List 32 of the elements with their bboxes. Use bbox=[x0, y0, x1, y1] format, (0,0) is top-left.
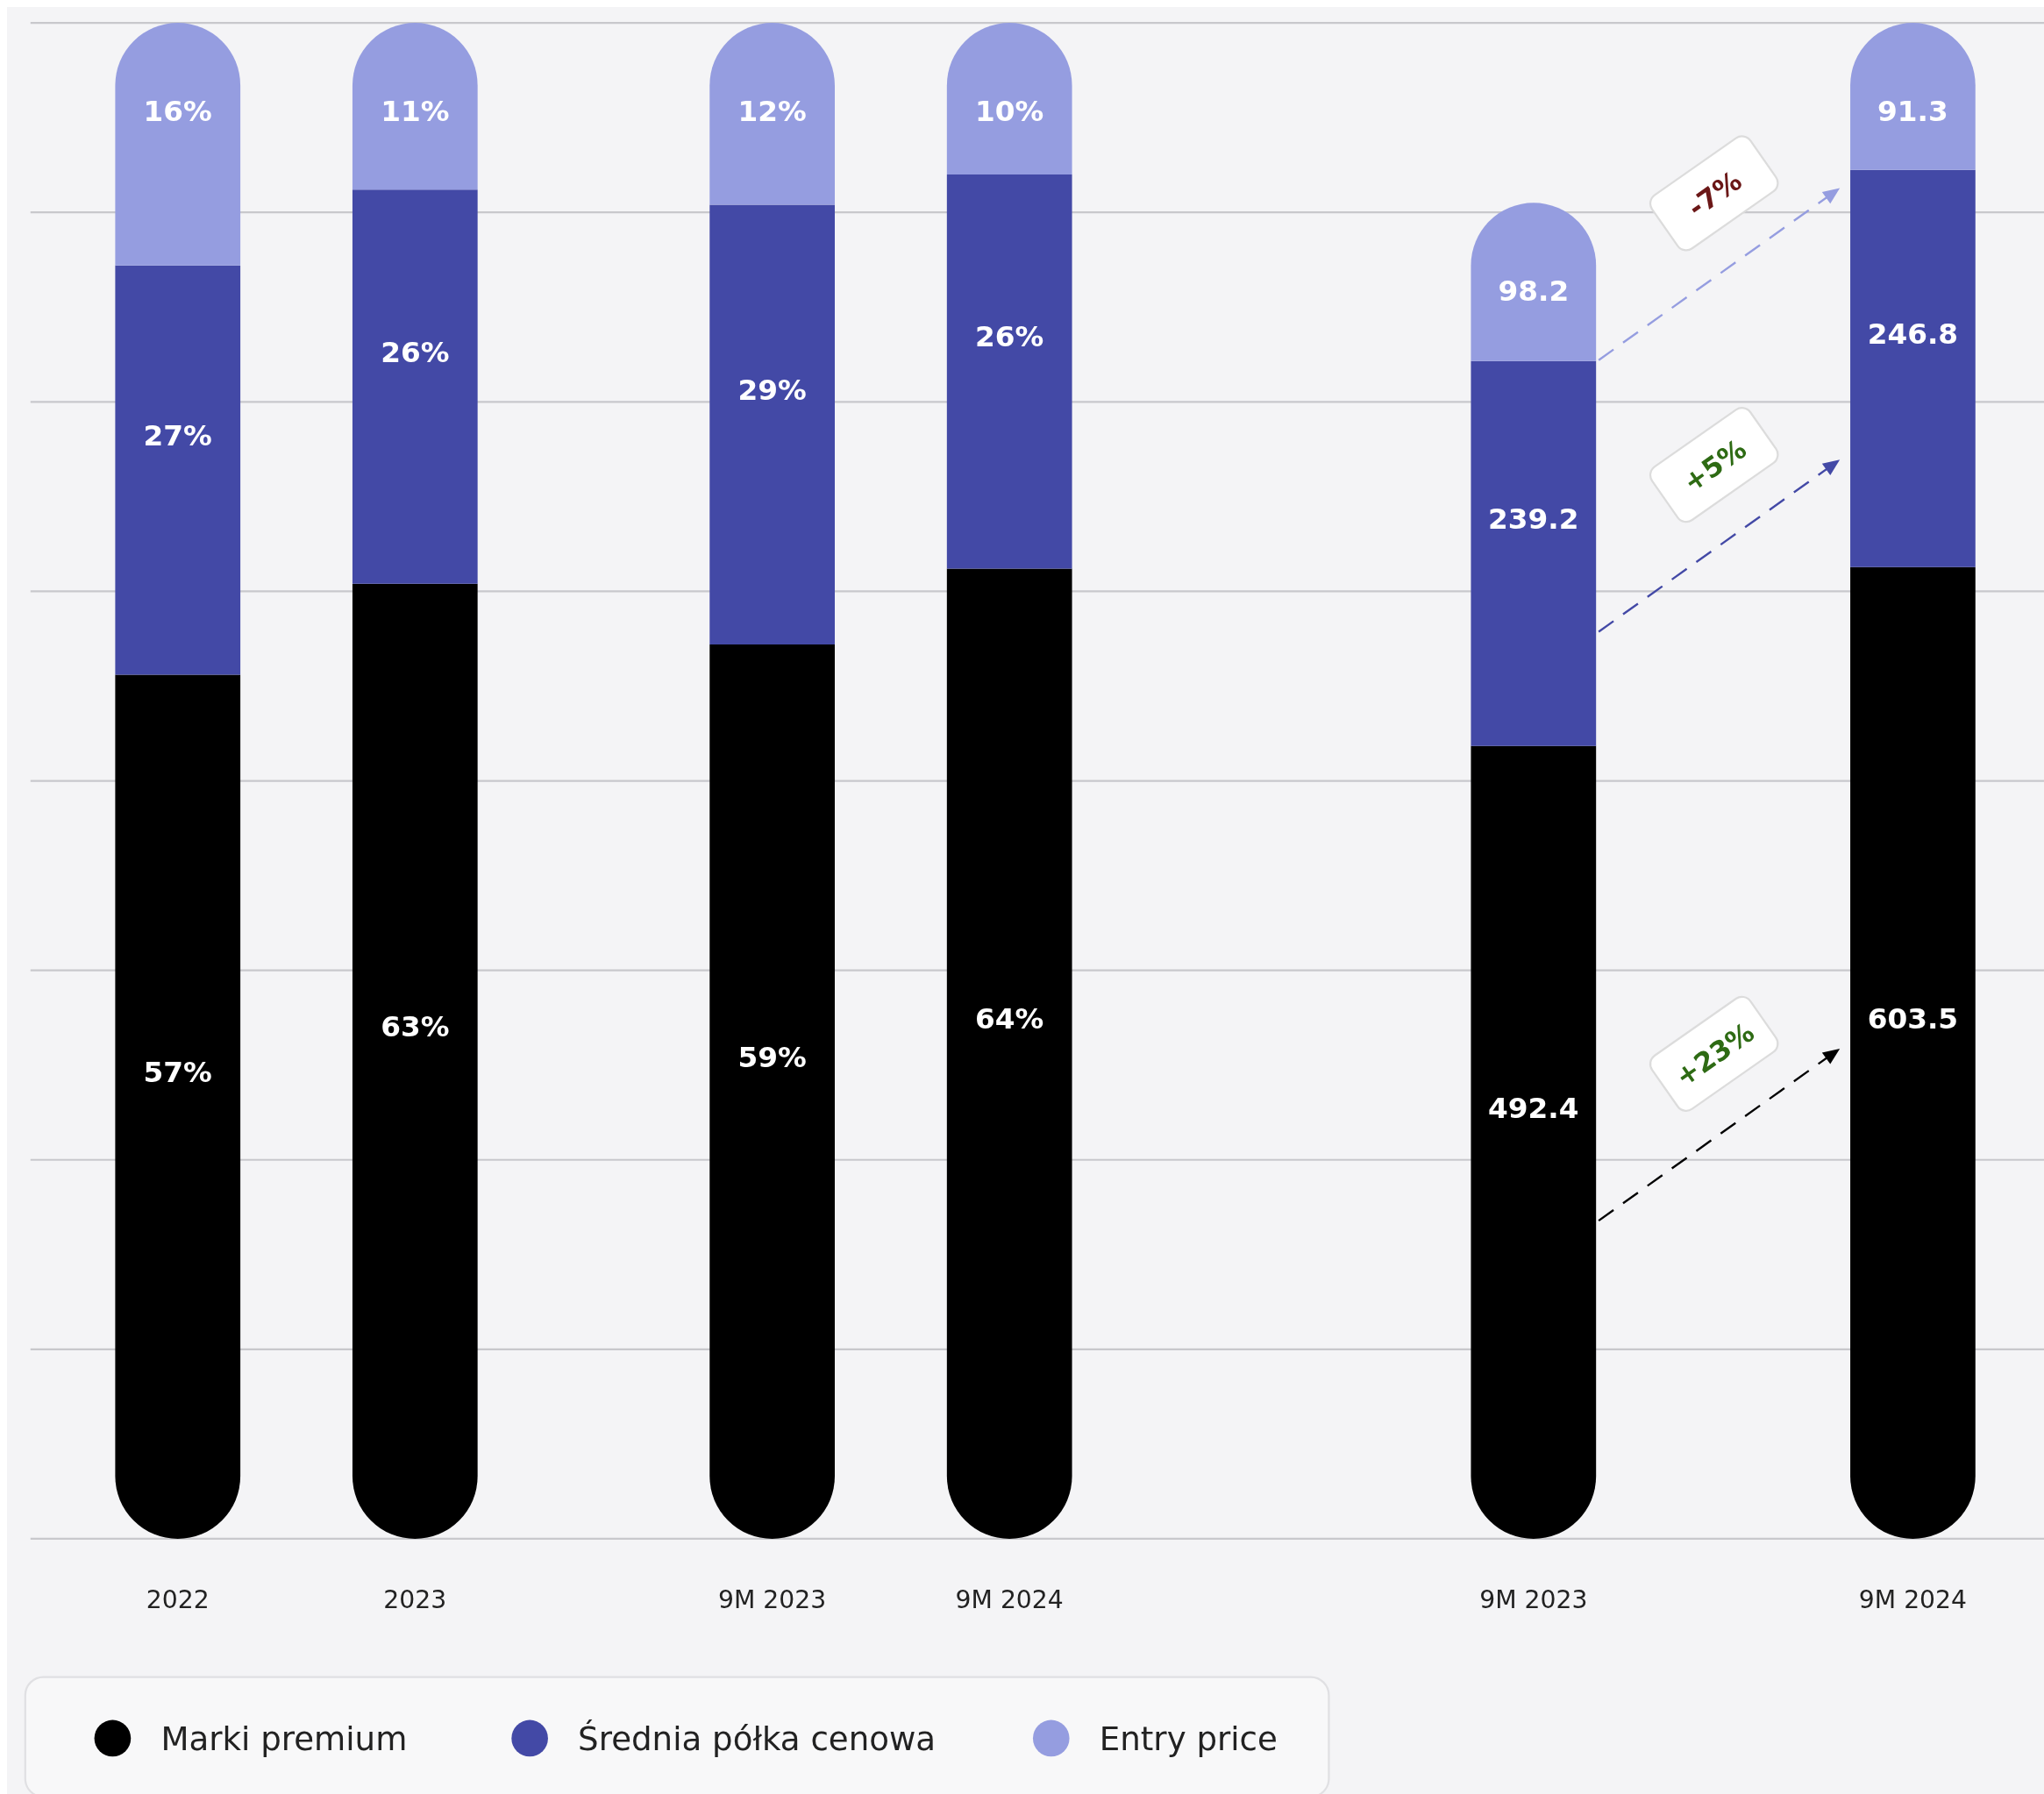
bar bbox=[1850, 169, 1976, 567]
data-label: 10% bbox=[975, 94, 1044, 128]
data-label: 26% bbox=[381, 335, 450, 369]
legend-label: Entry price bbox=[1099, 1719, 1278, 1758]
x-tick-label: 2023 bbox=[383, 1584, 447, 1614]
data-label: 27% bbox=[143, 418, 212, 452]
annotation: -7% bbox=[1681, 164, 1748, 224]
data-label: 59% bbox=[737, 1040, 807, 1074]
x-tick-label: 9M 2024 bbox=[1858, 1584, 1967, 1614]
x-tick-label: 9M 2023 bbox=[718, 1584, 827, 1614]
legend-label: Marki premium bbox=[160, 1719, 408, 1758]
bar bbox=[1471, 360, 1597, 746]
data-label: 29% bbox=[737, 373, 807, 407]
data-label: 12% bbox=[737, 94, 807, 128]
data-label: 63% bbox=[381, 1010, 450, 1044]
data-label: 239.2 bbox=[1488, 502, 1579, 536]
data-label: 492.4 bbox=[1488, 1091, 1579, 1125]
data-label: 64% bbox=[975, 1002, 1044, 1036]
data-label: 16% bbox=[143, 94, 212, 128]
data-label: 246.8 bbox=[1867, 317, 1959, 352]
data-label: 91.3 bbox=[1877, 94, 1948, 128]
x-tick-label: 9M 2023 bbox=[1479, 1584, 1588, 1614]
data-label: 57% bbox=[143, 1055, 212, 1089]
legend-label: Średnia półka cenowa bbox=[578, 1719, 937, 1758]
bar bbox=[1471, 745, 1597, 1539]
data-label: 603.5 bbox=[1867, 1001, 1959, 1036]
data-label: 11% bbox=[381, 94, 450, 128]
data-label: 26% bbox=[975, 320, 1044, 354]
x-tick-label: 9M 2024 bbox=[955, 1584, 1064, 1614]
bar bbox=[1850, 566, 1976, 1539]
x-tick-label: 2022 bbox=[146, 1584, 210, 1614]
data-label: 98.2 bbox=[1498, 274, 1570, 308]
